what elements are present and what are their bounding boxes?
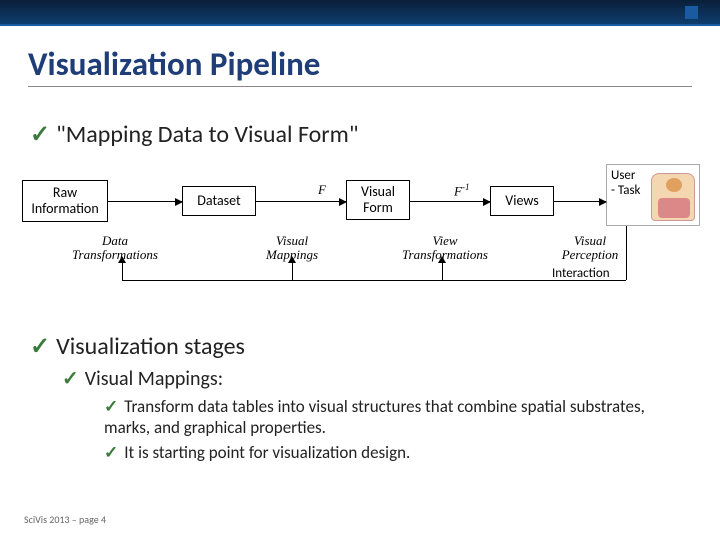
user-label-2: - Task [611, 183, 640, 198]
check-icon: ✓ [62, 367, 79, 391]
node-dataset: Dataset [182, 186, 256, 216]
label-F: F [318, 182, 326, 198]
node-visual-form: Visual Form [346, 180, 410, 220]
node-views: Views [490, 186, 554, 216]
bullet-vm-point2-text: It is starting point for visualization d… [124, 442, 410, 463]
arrow-dataset-to-visualform [256, 201, 346, 202]
arrow-raw-to-dataset [108, 201, 182, 202]
node-user-task: User - Task [606, 164, 700, 226]
feedback-arrowhead [288, 256, 296, 263]
bullet-vm-point2: ✓ It is starting point for visualization … [104, 442, 684, 463]
pipeline-diagram: Raw Information Dataset Visual Form View… [22, 164, 702, 314]
bullet-stages-text: Visualization stages [56, 332, 245, 361]
check-icon: ✓ [30, 120, 50, 149]
user-label-1: User [611, 168, 635, 183]
arrow-views-to-user [554, 201, 606, 202]
check-icon: ✓ [104, 442, 118, 463]
bullet-vm-point1: ✓Transform data tables into visual struc… [104, 396, 684, 439]
top-bar [0, 0, 720, 26]
bullet-stages: ✓Visualization stages [30, 332, 245, 361]
node-raw-information: Raw Information [22, 180, 108, 222]
check-icon: ✓ [30, 332, 50, 361]
feedback-line [442, 262, 443, 280]
bullet-mapping-text: "Mapping Data to Visual Form" [56, 120, 358, 149]
feedback-arrowhead [438, 256, 446, 263]
feedback-arrowhead [118, 256, 126, 263]
bullet-mapping: ✓"Mapping Data to Visual Form" [30, 120, 358, 149]
bullet-visual-mappings: ✓Visual Mappings: [62, 366, 223, 391]
feedback-line [626, 226, 627, 280]
label-visual-perception: Visual Perception [550, 234, 630, 263]
feedback-line [122, 262, 123, 280]
check-icon: ✓ [104, 396, 118, 417]
footer-text: SciVis 2013 – page 4 [24, 513, 106, 526]
label-interaction: Interaction [552, 266, 610, 281]
bullet-vm-point1-text: Transform data tables into visual struct… [104, 396, 645, 438]
label-data-transformations: Data Transformations [60, 234, 170, 263]
feedback-line [292, 262, 293, 280]
label-F-inverse: F-1 [454, 182, 469, 199]
user-avatar-icon [651, 173, 695, 221]
slide-title: Visualization Pipeline [28, 44, 692, 87]
arrow-visualform-to-views [410, 201, 490, 202]
bullet-vm-text: Visual Mappings: [85, 367, 223, 391]
feedback-line [122, 280, 626, 281]
